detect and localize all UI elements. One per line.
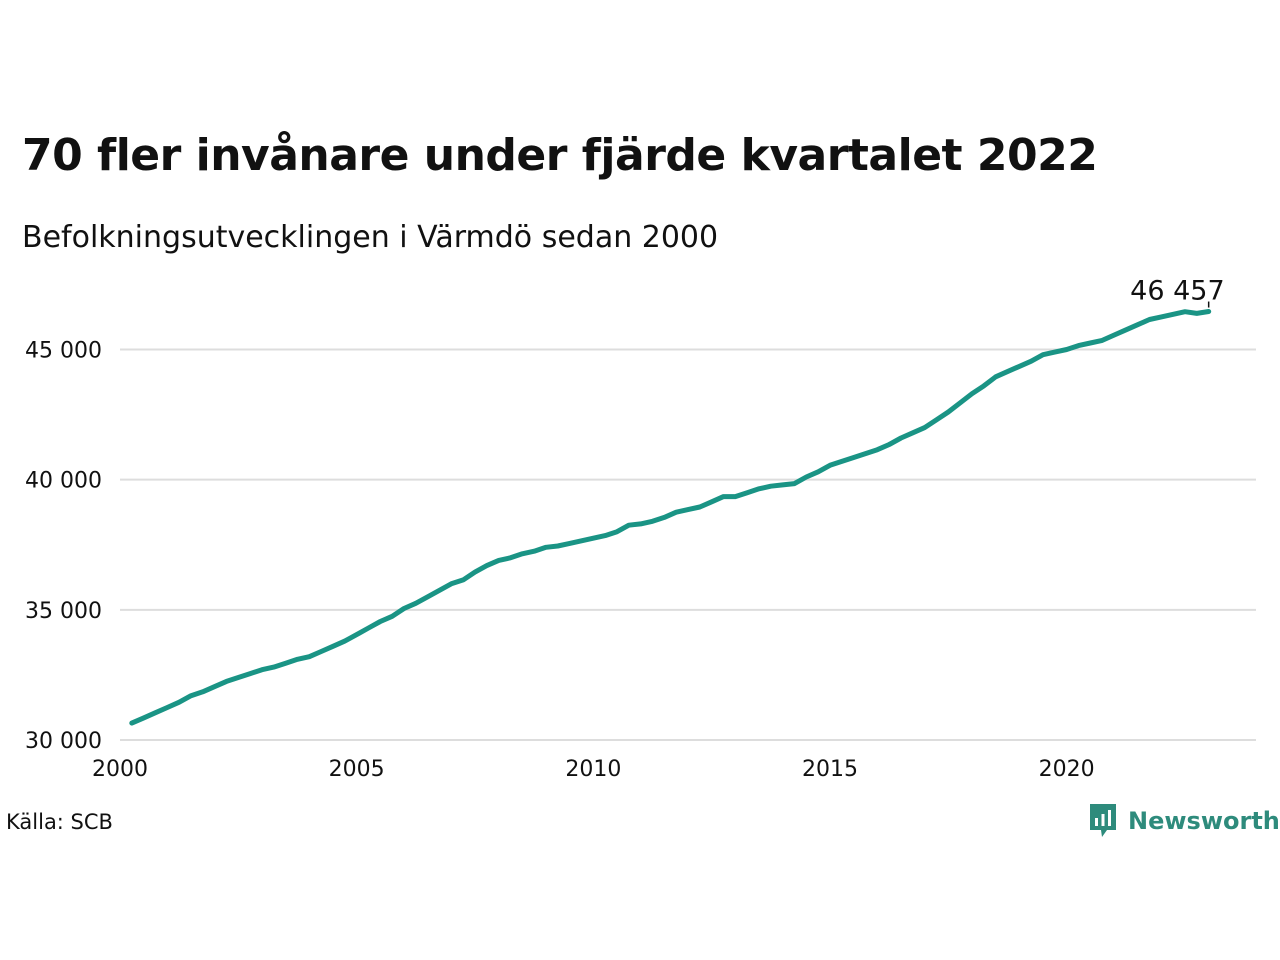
grid-lines bbox=[120, 348, 1256, 741]
x-tick-label: 2015 bbox=[802, 757, 858, 782]
y-tick-label: 35 000 bbox=[25, 599, 102, 624]
brand-logo: Newsworthy bbox=[1088, 802, 1280, 840]
x-tick-label: 2005 bbox=[329, 757, 385, 782]
y-tick-label: 40 000 bbox=[25, 469, 102, 494]
y-axis-ticks: 30 000 35 000 40 000 45 000 bbox=[25, 338, 102, 754]
x-tick-label: 2020 bbox=[1039, 757, 1095, 782]
population-line bbox=[129, 309, 1212, 726]
brand-name: Newsworthy bbox=[1128, 807, 1280, 835]
data-labels: 46 457 bbox=[1130, 276, 1225, 308]
source-note: Källa: SCB bbox=[6, 810, 113, 834]
newsworthy-logo-icon bbox=[1090, 804, 1116, 837]
x-tick-label: 2010 bbox=[565, 757, 621, 782]
y-tick-label: 30 000 bbox=[25, 729, 102, 754]
series-layer bbox=[129, 309, 1212, 726]
x-axis-ticks: 2000 2005 2010 2015 2020 bbox=[92, 757, 1095, 782]
end-value-label: 46 457 bbox=[1130, 276, 1224, 307]
y-tick-label: 45 000 bbox=[25, 338, 102, 363]
chart-title: 70 fler invånare under fjärde kvartalet … bbox=[22, 130, 1098, 181]
chart-subtitle: Befolkningsutvecklingen i Värmdö sedan 2… bbox=[22, 220, 719, 255]
x-tick-label: 2000 bbox=[92, 757, 148, 782]
